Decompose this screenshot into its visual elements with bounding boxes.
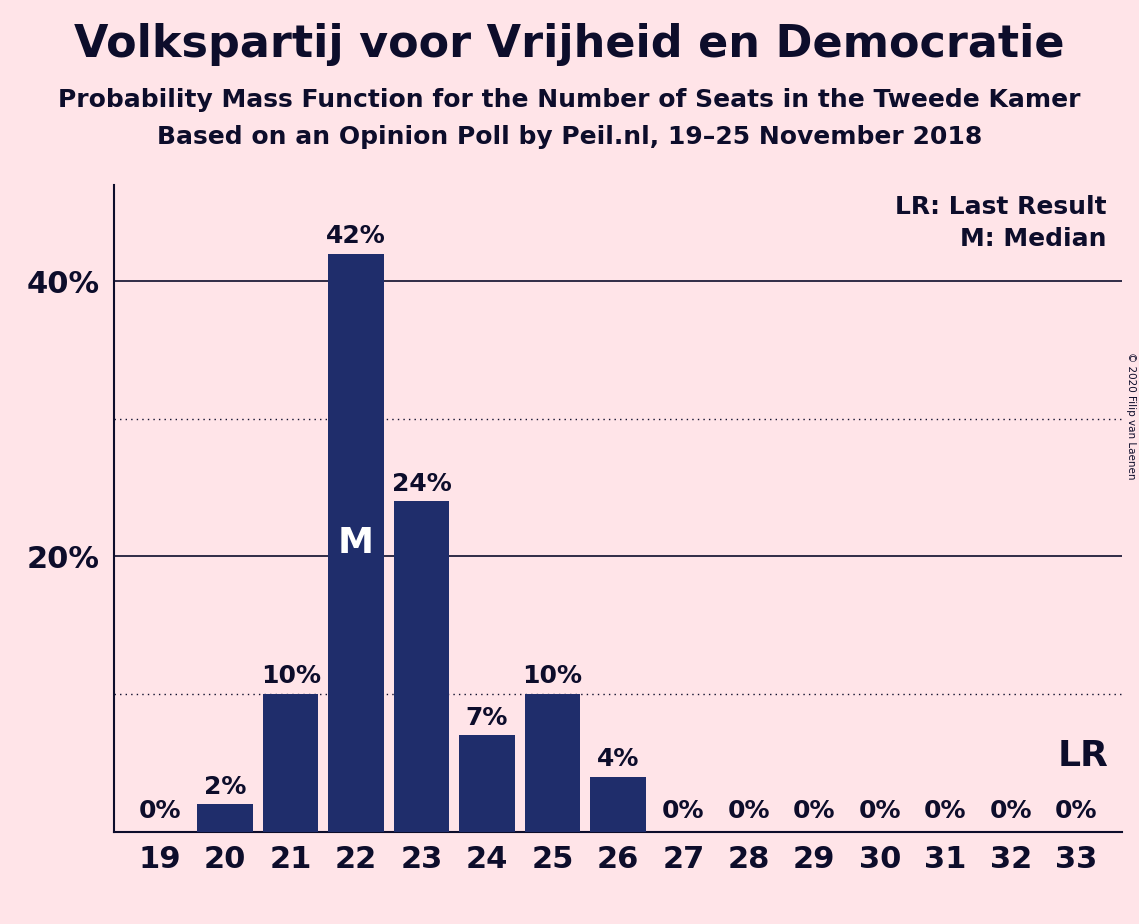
Bar — [525, 694, 580, 832]
Text: © 2020 Filip van Laenen: © 2020 Filip van Laenen — [1126, 352, 1136, 480]
Text: 0%: 0% — [662, 799, 705, 823]
Text: 0%: 0% — [139, 799, 181, 823]
Text: 2%: 2% — [204, 774, 246, 798]
Text: 42%: 42% — [326, 225, 386, 249]
Text: 0%: 0% — [728, 799, 770, 823]
Text: LR: LR — [1058, 739, 1109, 772]
Text: M: M — [338, 526, 374, 560]
Text: 4%: 4% — [597, 747, 639, 771]
Text: 7%: 7% — [466, 706, 508, 730]
Bar — [328, 253, 384, 832]
Bar — [197, 804, 253, 832]
Bar — [590, 776, 646, 832]
Text: M: Median: M: Median — [960, 226, 1107, 250]
Text: 0%: 0% — [924, 799, 966, 823]
Text: LR: Last Result: LR: Last Result — [895, 194, 1107, 218]
Bar — [394, 502, 450, 832]
Text: Based on an Opinion Poll by Peil.nl, 19–25 November 2018: Based on an Opinion Poll by Peil.nl, 19–… — [157, 125, 982, 149]
Text: Volkspartij voor Vrijheid en Democratie: Volkspartij voor Vrijheid en Democratie — [74, 23, 1065, 67]
Text: 0%: 0% — [990, 799, 1032, 823]
Text: 0%: 0% — [859, 799, 901, 823]
Text: 24%: 24% — [392, 472, 451, 496]
Text: 0%: 0% — [793, 799, 836, 823]
Text: 10%: 10% — [523, 664, 582, 688]
Text: 0%: 0% — [1055, 799, 1097, 823]
Bar — [459, 736, 515, 832]
Text: 10%: 10% — [261, 664, 321, 688]
Text: Probability Mass Function for the Number of Seats in the Tweede Kamer: Probability Mass Function for the Number… — [58, 88, 1081, 112]
Bar — [263, 694, 319, 832]
